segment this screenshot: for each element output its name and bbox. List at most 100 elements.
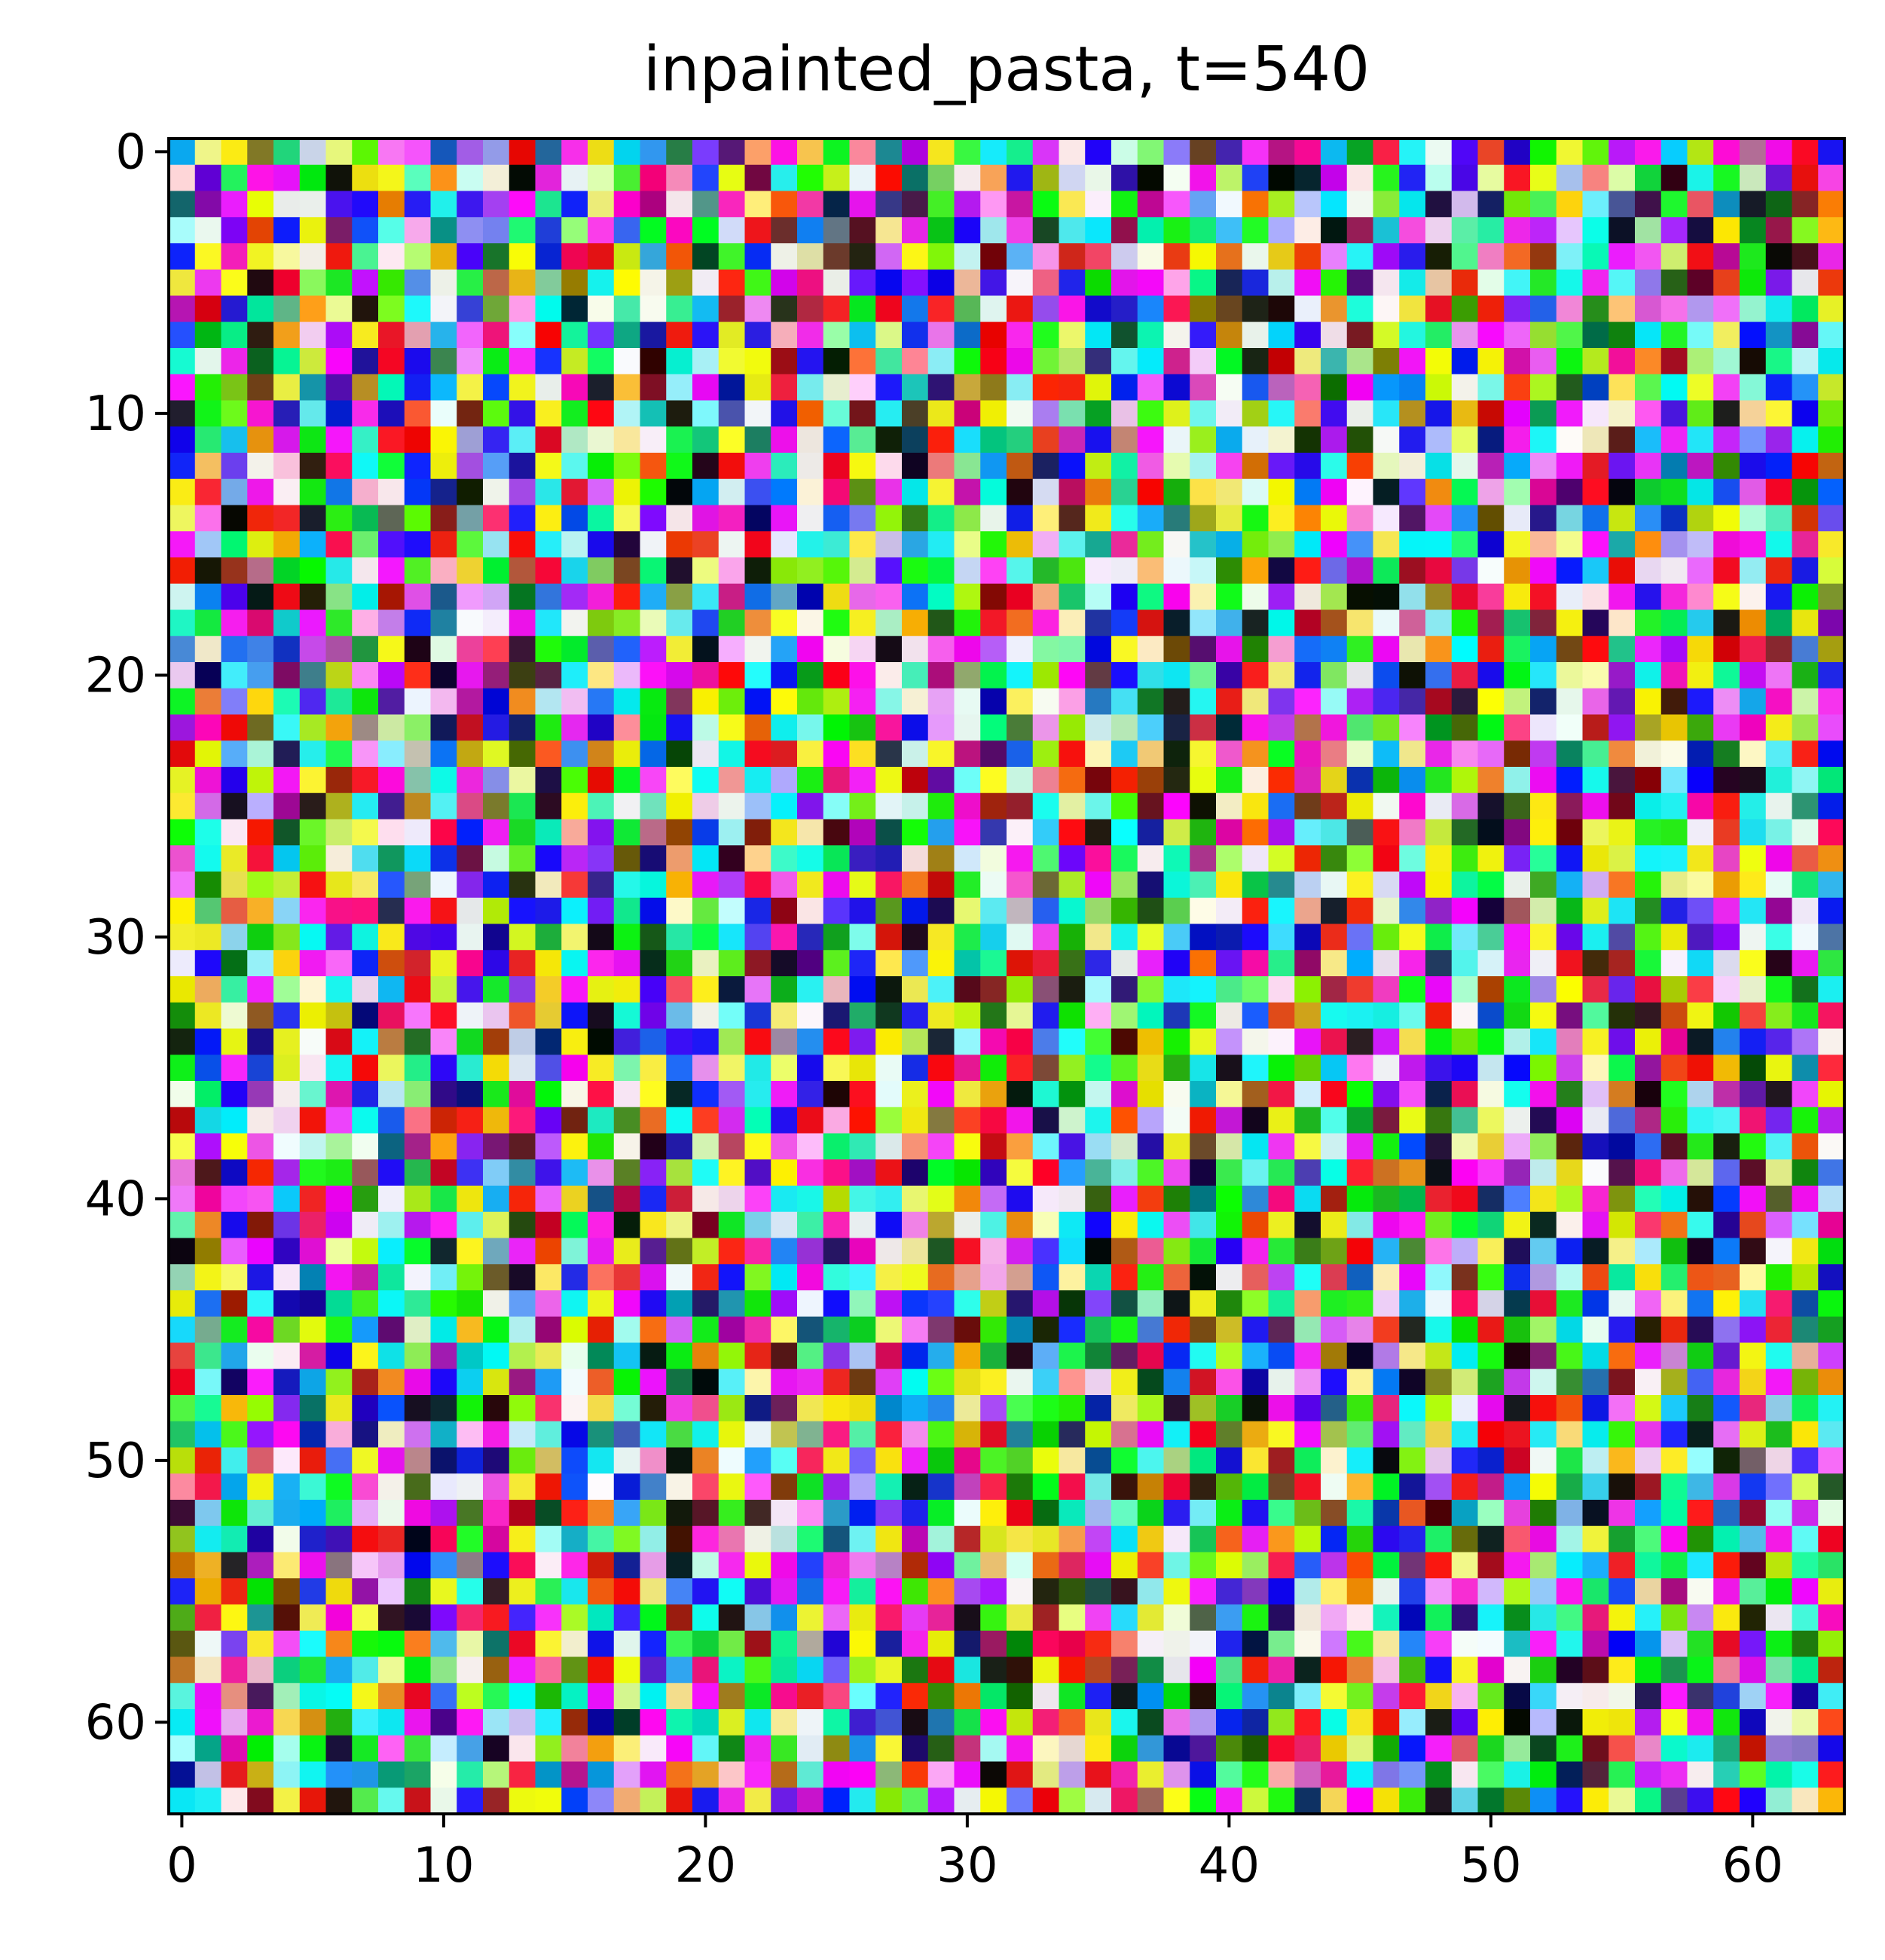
heatmap-cell: [1163, 1761, 1190, 1788]
heatmap-cell: [1792, 295, 1819, 322]
heatmap-cell: [927, 1395, 955, 1422]
heatmap-cell: [273, 269, 301, 297]
heatmap-cell: [169, 217, 196, 244]
heatmap-cell: [1007, 792, 1034, 820]
heatmap-cell: [1687, 662, 1714, 689]
heatmap-cell: [1059, 1264, 1086, 1291]
heatmap-cell: [1451, 1081, 1479, 1108]
heatmap-cell: [1818, 139, 1845, 166]
heatmap-cell: [849, 191, 876, 218]
heatmap-cell: [483, 400, 510, 427]
heatmap-cell: [1818, 1395, 1845, 1422]
heatmap-cell: [561, 1735, 588, 1763]
heatmap-cell: [352, 348, 379, 375]
heatmap-cell: [247, 1578, 274, 1605]
heatmap-cell: [1268, 1081, 1295, 1108]
heatmap-cell: [1765, 1709, 1793, 1736]
heatmap-cell: [561, 1264, 588, 1291]
heatmap-cell: [1294, 1186, 1321, 1213]
heatmap-cell: [169, 950, 196, 977]
heatmap-cell: [1740, 1709, 1767, 1736]
heatmap-cell: [692, 505, 719, 532]
heatmap-cell: [1216, 348, 1243, 375]
heatmap-cell: [1346, 191, 1374, 218]
heatmap-cell: [299, 924, 327, 951]
heatmap-cell: [430, 531, 457, 558]
heatmap-cell: [1321, 531, 1348, 558]
heatmap-cell: [875, 453, 903, 480]
heatmap-cell: [299, 348, 327, 375]
heatmap-cell: [980, 453, 1007, 480]
heatmap-cell: [1294, 505, 1321, 532]
heatmap-cell: [1660, 1788, 1688, 1815]
heatmap-cell: [1321, 950, 1348, 977]
heatmap-cell: [692, 322, 719, 349]
heatmap-cell: [169, 636, 196, 663]
heatmap-cell: [1504, 557, 1531, 585]
heatmap-cell: [1792, 1421, 1819, 1449]
heatmap-cell: [325, 1788, 353, 1815]
heatmap-cell: [1346, 976, 1374, 1003]
heatmap-cell: [1373, 924, 1400, 951]
heatmap-cell: [666, 767, 693, 794]
heatmap-cell: [1792, 557, 1819, 585]
heatmap-cell: [561, 1395, 588, 1422]
heatmap-cell: [509, 583, 536, 611]
heatmap-cell: [1137, 1683, 1165, 1710]
heatmap-cell: [1399, 872, 1426, 899]
heatmap-cell: [771, 374, 798, 401]
heatmap-cell: [1556, 1788, 1584, 1815]
heatmap-cell: [1687, 426, 1714, 453]
heatmap-cell: [1111, 976, 1138, 1003]
heatmap-cell: [797, 1552, 824, 1579]
heatmap-cell: [325, 1525, 353, 1553]
heatmap-cell: [509, 792, 536, 820]
heatmap-cell: [430, 1395, 457, 1422]
heatmap-cell: [692, 1159, 719, 1186]
heatmap-cell: [1294, 1525, 1321, 1553]
heatmap-cell: [194, 1081, 222, 1108]
heatmap-cell: [1346, 1290, 1374, 1317]
heatmap-cell: [1451, 1395, 1479, 1422]
heatmap-cell: [1321, 1761, 1348, 1788]
heatmap-cell: [1504, 1081, 1531, 1108]
heatmap-cell: [404, 1604, 432, 1632]
heatmap-cell: [1818, 1055, 1845, 1082]
heatmap-cell: [823, 505, 851, 532]
heatmap-cell: [1163, 1735, 1190, 1763]
heatmap-cell: [954, 139, 981, 166]
heatmap-cell: [352, 453, 379, 480]
heatmap-cell: [221, 845, 248, 872]
heatmap-cell: [692, 374, 719, 401]
heatmap-cell: [1190, 1342, 1217, 1369]
heatmap-cell: [247, 531, 274, 558]
heatmap-cell: [378, 505, 405, 532]
heatmap-cell: [718, 1500, 746, 1527]
heatmap-cell: [509, 1525, 536, 1553]
heatmap-cell: [588, 1133, 615, 1160]
heatmap-cell: [509, 1369, 536, 1396]
heatmap-cell: [561, 1369, 588, 1396]
heatmap-cell: [457, 1081, 484, 1108]
heatmap-cell: [613, 1656, 641, 1684]
heatmap-cell: [1216, 583, 1243, 611]
heatmap-cell: [744, 478, 771, 506]
heatmap-cell: [849, 374, 876, 401]
heatmap-cell: [1477, 1683, 1505, 1710]
heatmap-cell: [666, 1630, 693, 1658]
heatmap-cell: [273, 609, 301, 637]
heatmap-cell: [1818, 374, 1845, 401]
heatmap-cell: [1032, 1683, 1060, 1710]
heatmap-cell: [430, 1159, 457, 1186]
heatmap-cell: [980, 426, 1007, 453]
heatmap-cell: [1530, 1421, 1557, 1449]
heatmap-cell: [954, 426, 981, 453]
heatmap-cell: [1268, 950, 1295, 977]
heatmap-cell: [954, 557, 981, 585]
heatmap-cell: [561, 688, 588, 716]
heatmap-cell: [1111, 1656, 1138, 1684]
heatmap-cell: [1609, 1761, 1636, 1788]
heatmap-cell: [849, 1709, 876, 1736]
heatmap-cell: [1163, 1238, 1190, 1265]
heatmap-cell: [1085, 1159, 1112, 1186]
